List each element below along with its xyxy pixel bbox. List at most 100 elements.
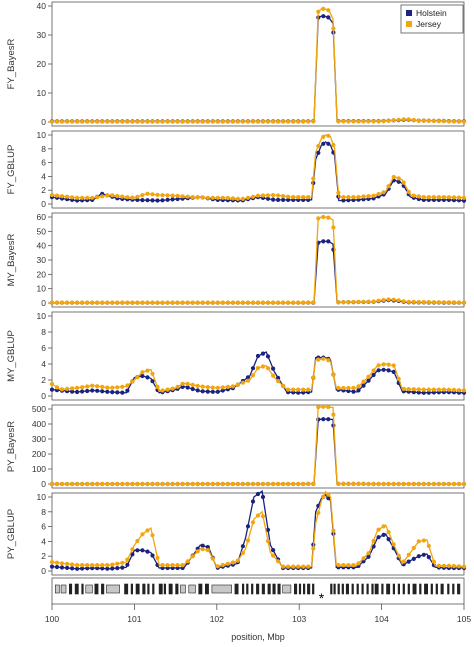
data-point-jersey [281,481,286,487]
data-point-jersey [125,195,130,200]
data-point-jersey [456,388,462,393]
gene-box [392,583,396,595]
data-point-jersey [185,119,190,124]
gene-box [440,583,444,595]
gene-box [282,584,292,594]
data-point-holstein [140,198,145,203]
data-point-jersey [351,119,356,124]
data-point-holstein [376,368,381,373]
data-point-jersey [105,300,110,305]
data-point-jersey [115,385,120,390]
data-point-jersey [436,563,441,568]
gene-box [419,583,422,595]
data-point-holstein [125,562,130,567]
data-point-jersey [301,195,306,200]
data-point-holstein [80,389,85,394]
data-point-holstein [65,565,70,571]
gene-box [277,583,281,595]
data-point-jersey [391,542,396,547]
data-point-jersey [210,385,215,390]
data-point-jersey [75,300,80,305]
data-point-jersey [185,481,190,487]
gene-box [424,583,428,595]
data-point-jersey [110,481,115,487]
data-point-jersey [396,176,401,181]
data-point-jersey [421,195,426,200]
data-point-holstein [301,390,306,395]
data-point-jersey [321,134,326,139]
data-point-holstein [321,141,326,146]
data-point-holstein [265,354,271,359]
data-point-jersey [306,119,311,124]
data-point-jersey [130,300,135,305]
y-tick-label: 8 [41,327,46,337]
data-point-holstein [155,198,160,203]
data-point-jersey [250,481,256,487]
data-point-jersey [165,193,170,198]
panels: 010203040FY_BayesR0246810FY_GBLUP0102030… [6,1,467,576]
data-point-jersey [135,481,140,487]
legend-holstein-marker [406,10,412,16]
data-point-jersey [195,195,200,200]
data-point-jersey [120,384,125,389]
gene-box [130,583,134,595]
data-point-jersey [411,387,416,392]
y-tick-label: 0 [41,199,46,209]
data-point-holstein [326,15,331,20]
data-point-holstein [271,366,276,371]
data-point-holstein [366,378,371,383]
data-point-jersey [205,481,210,487]
gene-box [371,583,374,595]
data-point-jersey [351,481,356,486]
data-point-jersey [286,300,291,305]
data-point-jersey [260,300,266,305]
data-point-jersey [90,481,95,487]
data-point-jersey [175,481,180,487]
data-point-holstein [185,385,190,390]
data-point-jersey [260,364,266,369]
data-point-jersey [155,481,160,487]
data-point-jersey [175,384,180,389]
data-point-jersey [281,383,286,389]
data-point-jersey [306,564,311,569]
data-point-jersey [240,380,245,385]
data-point-jersey [346,481,351,486]
data-point-jersey [65,561,70,567]
data-point-holstein [366,554,371,559]
data-point-holstein [170,565,175,571]
data-point-jersey [341,300,346,305]
data-point-jersey [170,386,175,391]
data-point-jersey [361,119,366,124]
data-point-jersey [391,363,396,368]
data-point-jersey [306,300,311,305]
data-point-jersey [85,384,90,389]
gene-box [435,583,438,595]
data-point-holstein [59,565,65,570]
gene-box [374,583,379,595]
y-tick-label: 40 [37,241,47,251]
data-point-jersey [205,195,210,200]
data-point-holstein [245,375,251,380]
data-point-jersey [421,118,426,123]
data-point-jersey [145,191,150,196]
data-point-jersey [386,184,391,189]
data-point-jersey [54,119,60,124]
data-point-jersey [346,385,351,391]
data-point-jersey [220,385,225,390]
data-point-holstein [145,375,150,380]
data-point-jersey [75,481,80,487]
data-point-holstein [75,566,80,571]
y-axis-label: PY_GBLUP [6,509,17,559]
data-point-holstein [90,566,95,571]
data-point-jersey [265,300,271,305]
data-point-holstein [356,388,361,393]
data-point-holstein [140,548,145,553]
data-point-jersey [326,8,331,13]
data-point-jersey [401,180,406,185]
data-point-jersey [301,300,306,305]
data-point-jersey [361,481,366,486]
data-point-jersey [65,300,70,305]
data-point-jersey [276,379,281,384]
data-point-jersey [336,481,341,486]
data-point-holstein [49,564,55,569]
